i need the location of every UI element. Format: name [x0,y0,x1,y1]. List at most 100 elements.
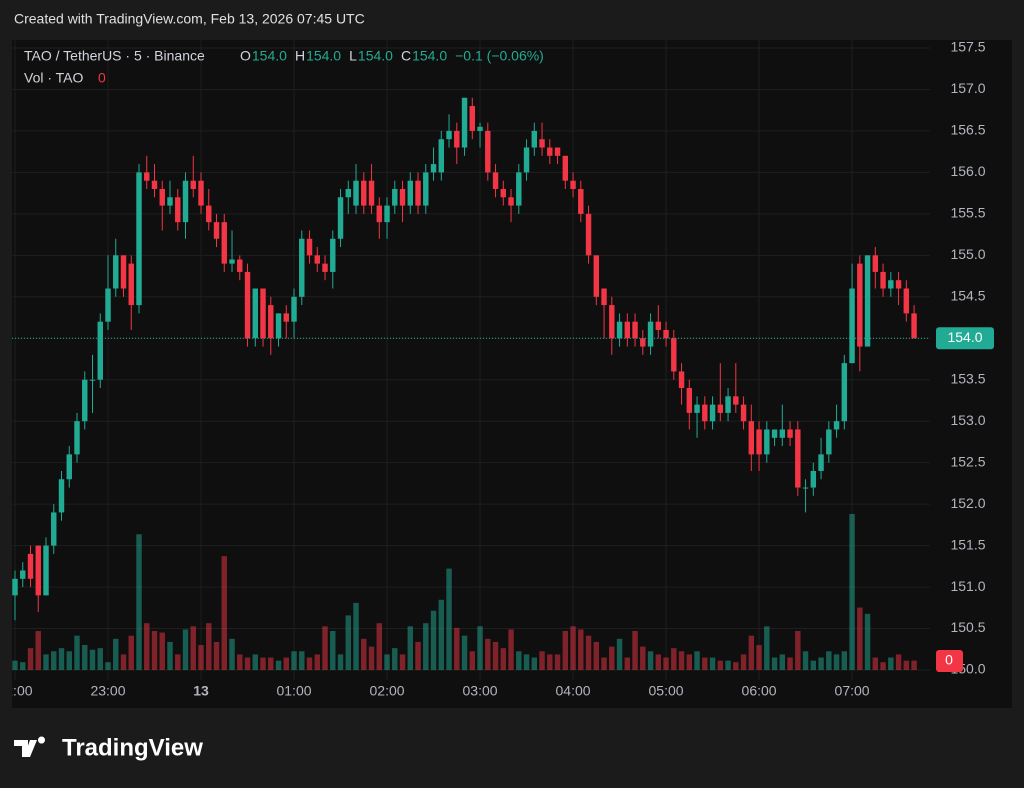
volume-bar [725,660,731,670]
candle-body [779,429,786,438]
candle-body [399,188,406,206]
volume-bar [624,657,631,670]
candle-body [461,97,468,148]
candle-body [314,255,320,264]
candle-body [609,305,615,339]
volume-bar [368,646,375,670]
volume-bar [663,657,669,670]
candle-body [20,570,26,579]
volume-bar [857,607,863,670]
y-tick-label: 153.5 [950,370,985,386]
candle-body [477,126,483,131]
volume-bar [787,657,793,670]
legend-label: H [295,48,305,64]
volume-bar [283,657,289,670]
volume-bar [740,654,747,670]
candle-body [562,155,569,181]
volume-bar [361,638,367,670]
candle-body [384,205,390,223]
volume-bar [136,534,142,670]
volume-bar [748,635,755,670]
x-tick-label: 23:00 [90,683,125,699]
volume-bar [632,631,638,670]
volume-tag-label: 0 [945,652,953,668]
volume-bar [601,657,607,670]
volume-bar [733,662,739,670]
volume-bar [516,651,522,670]
volume-bar [446,568,452,670]
volume-bar [655,654,662,670]
candle-body [66,454,72,480]
volume-bar [27,648,34,670]
volume-bar [159,632,165,670]
y-tick-label: 155.5 [950,205,985,221]
volume-bar [547,654,553,670]
volume-bar [508,629,514,670]
volume-bar [322,626,328,670]
volume-bar [206,623,212,670]
volume-title: Vol · TAO [24,70,84,86]
candle-body [826,429,832,455]
candle-body [516,172,522,206]
candle-body [694,404,700,413]
volume-bar [771,657,778,670]
legend-label: C [401,48,411,64]
volume-bar [531,657,538,670]
legend-value: 154.0 [358,48,393,64]
candle-body [616,321,623,339]
y-tick-label: 152.0 [950,495,985,511]
candle-body [175,197,181,223]
candle-body [725,396,731,413]
candle-body [640,338,646,347]
volume-bar [477,626,483,670]
candle-body [392,188,398,206]
candle-body [376,205,382,223]
candle-body [167,197,173,206]
candle-body [206,205,212,223]
candle-body [353,180,359,206]
x-tick-label: 06:00 [742,683,777,699]
legend-value: 154.0 [306,48,341,64]
volume-bar [647,651,654,670]
legend-value: 154.0 [252,48,287,64]
candle-body [880,271,886,289]
volume-bar [105,662,111,670]
volume-bar [593,641,600,670]
candle-body [748,421,755,455]
candle-body [306,238,313,256]
volume-bar [461,635,468,670]
change: −0.1 (−0.06%) [455,48,544,64]
candle-body [361,180,367,206]
candle-body [702,404,708,422]
volume-bar [399,654,406,670]
candle-body [671,338,677,372]
x-tick-label: 01:00 [276,683,311,699]
volume-value: 0 [98,70,106,86]
volume-bar [485,638,491,670]
volume-bar [190,626,196,670]
candle-body [27,553,34,579]
candle-body [51,512,57,546]
candle-body [283,313,289,322]
volume-bar [275,660,282,670]
volume-bar [802,651,809,670]
candle-body [601,288,607,306]
candle-body [624,321,631,339]
candle-body [82,379,88,422]
volume-bar [384,654,390,670]
candle-body [810,470,817,488]
candle-body [97,321,103,380]
volume-bar [694,651,700,670]
volume-bar [20,662,26,670]
candle-body [229,259,235,264]
logo-text: TradingView [62,734,203,761]
candle-body [454,130,460,148]
volume-bar [578,629,584,670]
volume-bar [337,654,344,670]
last-price-tag [936,327,994,350]
volume-bar [175,654,181,670]
candle-body [415,180,421,206]
volume-bar [12,660,18,670]
candle-body [275,313,282,339]
candle-body [469,106,475,131]
